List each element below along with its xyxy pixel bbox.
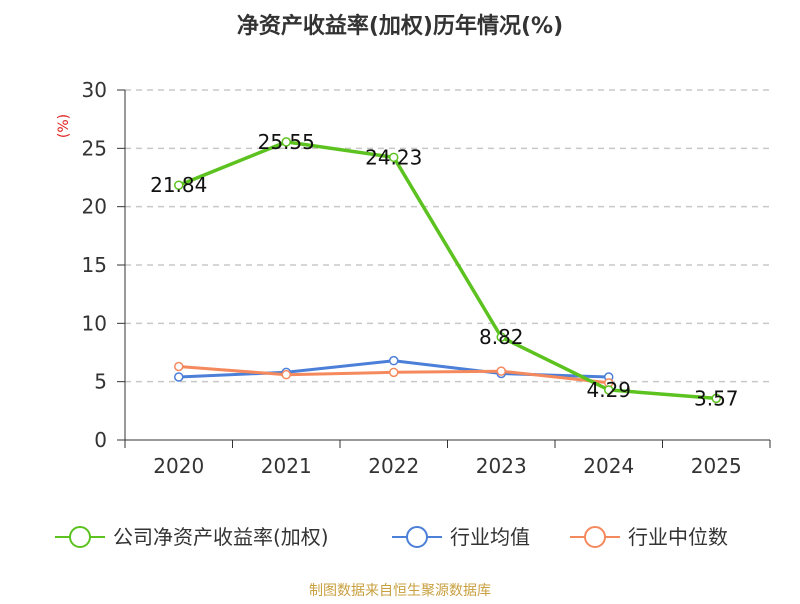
legend-item-1: 公司净资产收益率(加权)	[55, 525, 329, 549]
x-tick-label: 2024	[583, 454, 634, 478]
data-point	[174, 180, 184, 190]
data-labels: 21.84 25.55 24.23 8.82 4.29 3.57	[150, 130, 738, 410]
legend-marker-icon	[406, 526, 428, 548]
legend-label: 行业均值	[450, 525, 530, 549]
data-label: 21.84	[150, 173, 207, 197]
y-tick-label: 30	[82, 78, 107, 102]
gridlines	[125, 89, 770, 383]
data-point	[281, 137, 291, 147]
legend-item-2: 行业均值	[392, 525, 530, 549]
data-point	[496, 366, 506, 376]
data-label: 8.82	[479, 325, 524, 349]
data-point	[604, 385, 614, 395]
legend-marker-icon	[69, 526, 91, 548]
series-line-1	[178, 140, 717, 401]
data-point	[174, 361, 184, 372]
data-point	[711, 393, 721, 404]
data-point	[389, 367, 399, 378]
data-label: 4.29	[586, 378, 631, 402]
chart-title: 净资产收益率(加权)历年情况(%)	[237, 13, 563, 39]
legend-label: 行业中位数	[628, 525, 728, 549]
data-label: 3.57	[694, 386, 739, 410]
x-tick-label: 2021	[261, 454, 312, 478]
legend: 公司净资产收益率(加权) 行业均值 行业中位数	[55, 525, 728, 549]
x-tick-label: 2023	[476, 454, 527, 478]
data-point	[389, 152, 399, 163]
data-point	[389, 355, 399, 366]
data-point	[496, 332, 506, 342]
y-tick-label: 25	[82, 136, 107, 160]
legend-item-3: 行业中位数	[570, 525, 728, 549]
y-tick-label: 5	[94, 370, 107, 394]
y-tick-label: 20	[82, 195, 107, 219]
data-point	[174, 372, 184, 382]
x-tick-label: 2025	[691, 454, 742, 478]
x-tick-label: 2022	[368, 454, 419, 478]
y-tick-label: 10	[82, 311, 107, 335]
data-label: 24.23	[365, 145, 422, 169]
y-ticks: 0 5 10 15 20 25 30	[82, 78, 107, 452]
series-group	[174, 137, 721, 404]
y-tick-label: 0	[94, 428, 107, 452]
data-label: 25.55	[258, 130, 315, 154]
source-note: 制图数据来自恒生聚源数据库	[309, 583, 491, 599]
y-tick-label: 15	[82, 253, 107, 277]
x-tick-label: 2020	[153, 454, 204, 478]
legend-marker-icon	[584, 526, 606, 548]
x-ticks: 2020 2021 2022 2023 2024 2025	[153, 454, 741, 478]
data-point	[281, 369, 291, 380]
y-axis-label: (%)	[56, 114, 72, 138]
axes	[117, 89, 771, 448]
legend-label: 公司净资产收益率(加权)	[113, 525, 329, 549]
